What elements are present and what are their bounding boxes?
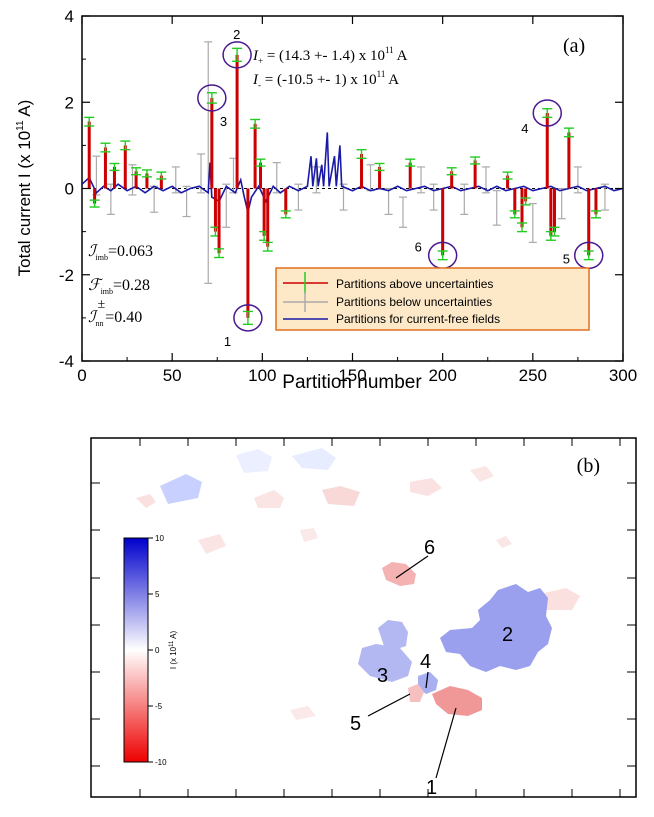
i-minus-annotation: I- = (-10.5 +- 1) x 1011 A	[252, 69, 399, 90]
plot-b-ticks	[91, 438, 636, 797]
x-tick-label: 300	[609, 366, 637, 385]
point-label-2: 2	[233, 27, 240, 42]
point-label-5: 5	[563, 251, 570, 266]
faint-region	[470, 466, 494, 482]
legend-item-below: Partitions below uncertainties	[283, 292, 492, 312]
label-circle-3	[197, 84, 227, 112]
region-label-2: 2	[502, 624, 513, 646]
label-circle-4	[532, 99, 563, 127]
legend-item-above: Partitions above uncertainties	[283, 272, 493, 294]
x-tick-label: 0	[77, 366, 86, 385]
faint-region	[292, 448, 336, 470]
region-labels: 3 2 4 6 5 1	[350, 537, 513, 799]
region-label-5: 5	[350, 713, 361, 735]
faint-region	[322, 486, 360, 506]
panel-a: 1 2 3 4 5 6 0 50 100 150 200 250 300 -4 -2 0 2 4 (a) I+ …	[15, 7, 637, 393]
region-2	[440, 584, 552, 672]
i-plus-annotation: I+ = (14.3 +- 1.4) x 1011 A	[252, 45, 408, 66]
colorbar: -10 -5 0 5 10 I (x 1011 A)	[123, 534, 178, 767]
y-tick-label: 0	[65, 180, 74, 199]
legend: Partitions above uncertainties Partition…	[275, 267, 590, 331]
x-tick-label: 100	[248, 366, 276, 385]
point-label-3: 3	[220, 114, 227, 129]
point-label-4: 4	[521, 121, 528, 136]
x-tick-label: 150	[338, 366, 366, 385]
label-circle-1	[233, 304, 263, 332]
region-1	[432, 686, 482, 716]
x-tick-label: 250	[519, 366, 547, 385]
point-label-6: 6	[415, 239, 422, 254]
region-4	[418, 672, 438, 694]
metric-3: ℐnn±=0.40	[88, 297, 142, 328]
colorbar-tick-label: 0	[155, 646, 160, 655]
colorbar-label: I (x 1011 A)	[169, 631, 178, 670]
metric-2: ℱimb=0.28	[88, 277, 150, 296]
y-tick-label: -4	[59, 352, 74, 371]
legend-label-below: Partitions below uncertainties	[336, 295, 492, 309]
faint-region	[160, 474, 202, 504]
panel-b-label: (b)	[577, 455, 600, 477]
faint-region	[236, 449, 272, 473]
region-3	[358, 620, 412, 682]
faint-region	[300, 528, 318, 542]
faint-region	[136, 494, 156, 508]
y-tick-label: 2	[65, 93, 74, 112]
region-6	[382, 562, 416, 586]
region-label-3: 3	[377, 665, 388, 687]
current-free-series	[81, 132, 624, 213]
colorbar-tick-label: 10	[155, 534, 164, 543]
y-tick-label: -2	[59, 266, 74, 285]
colorbar-gradient	[123, 537, 149, 763]
region-label-4: 4	[420, 651, 431, 673]
faint-region	[254, 490, 284, 508]
metric-1: ℐimb=0.063	[88, 243, 153, 262]
x-tick-label: 50	[163, 366, 182, 385]
faint-region	[290, 706, 316, 720]
colorbar-tick-label: -5	[155, 702, 163, 711]
region-label-1: 1	[426, 777, 437, 799]
legend-label-current-free: Partitions for current-free fields	[336, 312, 500, 326]
label-circle-2	[222, 41, 252, 69]
legend-item-current-free: Partitions for current-free fields	[283, 312, 500, 326]
faint-region	[198, 534, 226, 554]
legend-box	[275, 267, 590, 331]
faint-region	[540, 588, 580, 610]
region-5	[408, 684, 424, 702]
x-axis-label: Partition number	[282, 372, 422, 393]
legend-label-above: Partitions above uncertainties	[336, 277, 493, 291]
colorbar-tick-label: -10	[155, 758, 167, 767]
colorbar-tick-label: 5	[155, 590, 160, 599]
region-leader-lines	[367, 555, 457, 779]
y-tick-label: 4	[65, 7, 74, 26]
panel-b: 3 2 4 6 5 1 (b) -10 -5 0 5 10 I (x 1011 A)	[90, 437, 637, 799]
point-label-1: 1	[224, 334, 231, 349]
panel-a-label: (a)	[563, 35, 585, 57]
x-tick-label: 200	[428, 366, 456, 385]
region-label-6: 6	[424, 537, 435, 559]
y-axis-label: Total current I (x 1011 A)	[15, 100, 34, 277]
faint-region	[496, 536, 512, 548]
faint-region	[410, 478, 442, 496]
